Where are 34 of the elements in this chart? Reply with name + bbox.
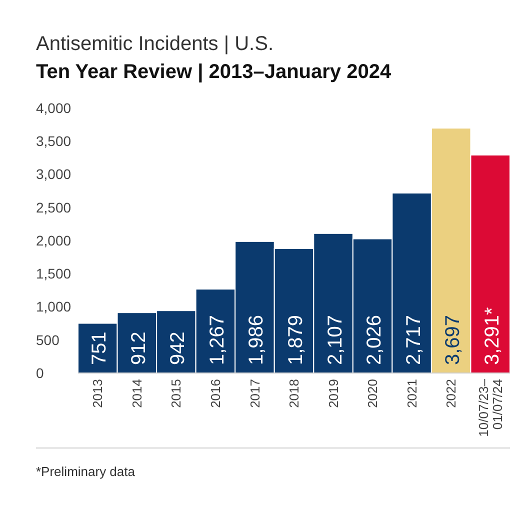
x-tick-label: 2015 (168, 379, 184, 408)
data-label: 3,697 (442, 314, 464, 365)
data-label: 2,026 (364, 314, 386, 365)
data-label: 942 (167, 332, 190, 365)
x-tick-label: 2017 (247, 379, 262, 408)
x-tick-label: 2018 (286, 379, 302, 408)
data-label: 2,107 (324, 314, 346, 365)
data-label: 1,267 (206, 314, 228, 365)
y-tick-label: 500 (36, 332, 60, 348)
x-tick-label: 10/07/23– 01/07/24 (476, 378, 506, 437)
x-tick-label: 2013 (90, 379, 106, 408)
data-label: 3,291* (481, 306, 504, 365)
x-tick-label: 2020 (365, 379, 380, 408)
x-tick-label: 2019 (326, 379, 341, 408)
y-tick-label: 1,000 (36, 298, 72, 315)
chart-subtitle: Ten Year Review | 2013–January 2024 (36, 61, 392, 83)
y-tick-label: 2,500 (36, 199, 72, 216)
y-tick-label: 2,000 (36, 232, 72, 248)
data-label: 751 (88, 332, 111, 365)
data-label: 1,879 (285, 314, 307, 365)
y-tick-label: 0 (36, 364, 44, 381)
data-label: 2,717 (402, 314, 425, 365)
y-tick-label: 1,500 (36, 266, 72, 282)
chart-title: Antisemitic Incidents | U.S. (36, 33, 274, 55)
x-tick-label: 2021 (404, 379, 420, 408)
x-tick-label: 2016 (208, 379, 224, 408)
x-tick-label: 2014 (129, 379, 144, 408)
y-tick-label: 4,000 (36, 100, 72, 116)
data-label: 912 (128, 332, 150, 365)
text: *Preliminary data (36, 464, 136, 479)
y-tick-label: 3,000 (36, 166, 72, 182)
data-label: 1,986 (246, 314, 268, 365)
y-tick-label: 3,500 (36, 133, 72, 150)
x-tick-label: 2022 (444, 379, 459, 408)
